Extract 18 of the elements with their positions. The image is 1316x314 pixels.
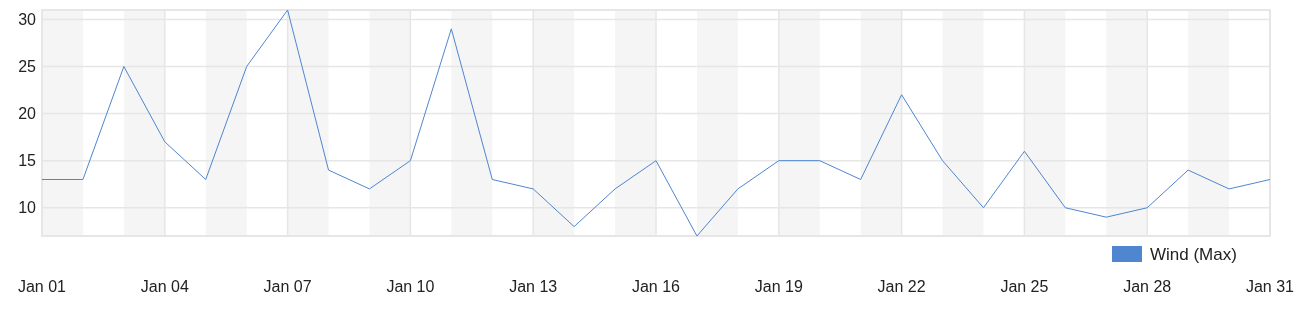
y-tick-label: 25: [18, 58, 37, 76]
x-tick-label: Jan 31: [1245, 278, 1295, 295]
x-tick-label: Jan 22: [877, 278, 926, 295]
x-tick-label: Jan 28: [1123, 278, 1172, 295]
x-tick-label: Jan 07: [263, 278, 312, 295]
x-tick-label: Jan 10: [386, 278, 435, 295]
x-tick-label: Jan 13: [509, 278, 558, 295]
x-tick-label: Jan 19: [754, 278, 803, 295]
x-tick-label: Jan 01: [17, 278, 67, 295]
x-tick-label: Jan 16: [631, 278, 681, 295]
y-tick-label: 15: [18, 152, 37, 170]
y-tick-label: 20: [18, 105, 37, 123]
y-tick-label: 30: [18, 11, 37, 29]
y-tick-label: 10: [18, 199, 37, 217]
legend-label: Wind (Max): [1150, 244, 1237, 264]
line-series: [41, 9, 1271, 237]
x-tick-label: Jan 04: [140, 278, 189, 295]
x-tick-label: Jan 25: [1000, 278, 1049, 295]
